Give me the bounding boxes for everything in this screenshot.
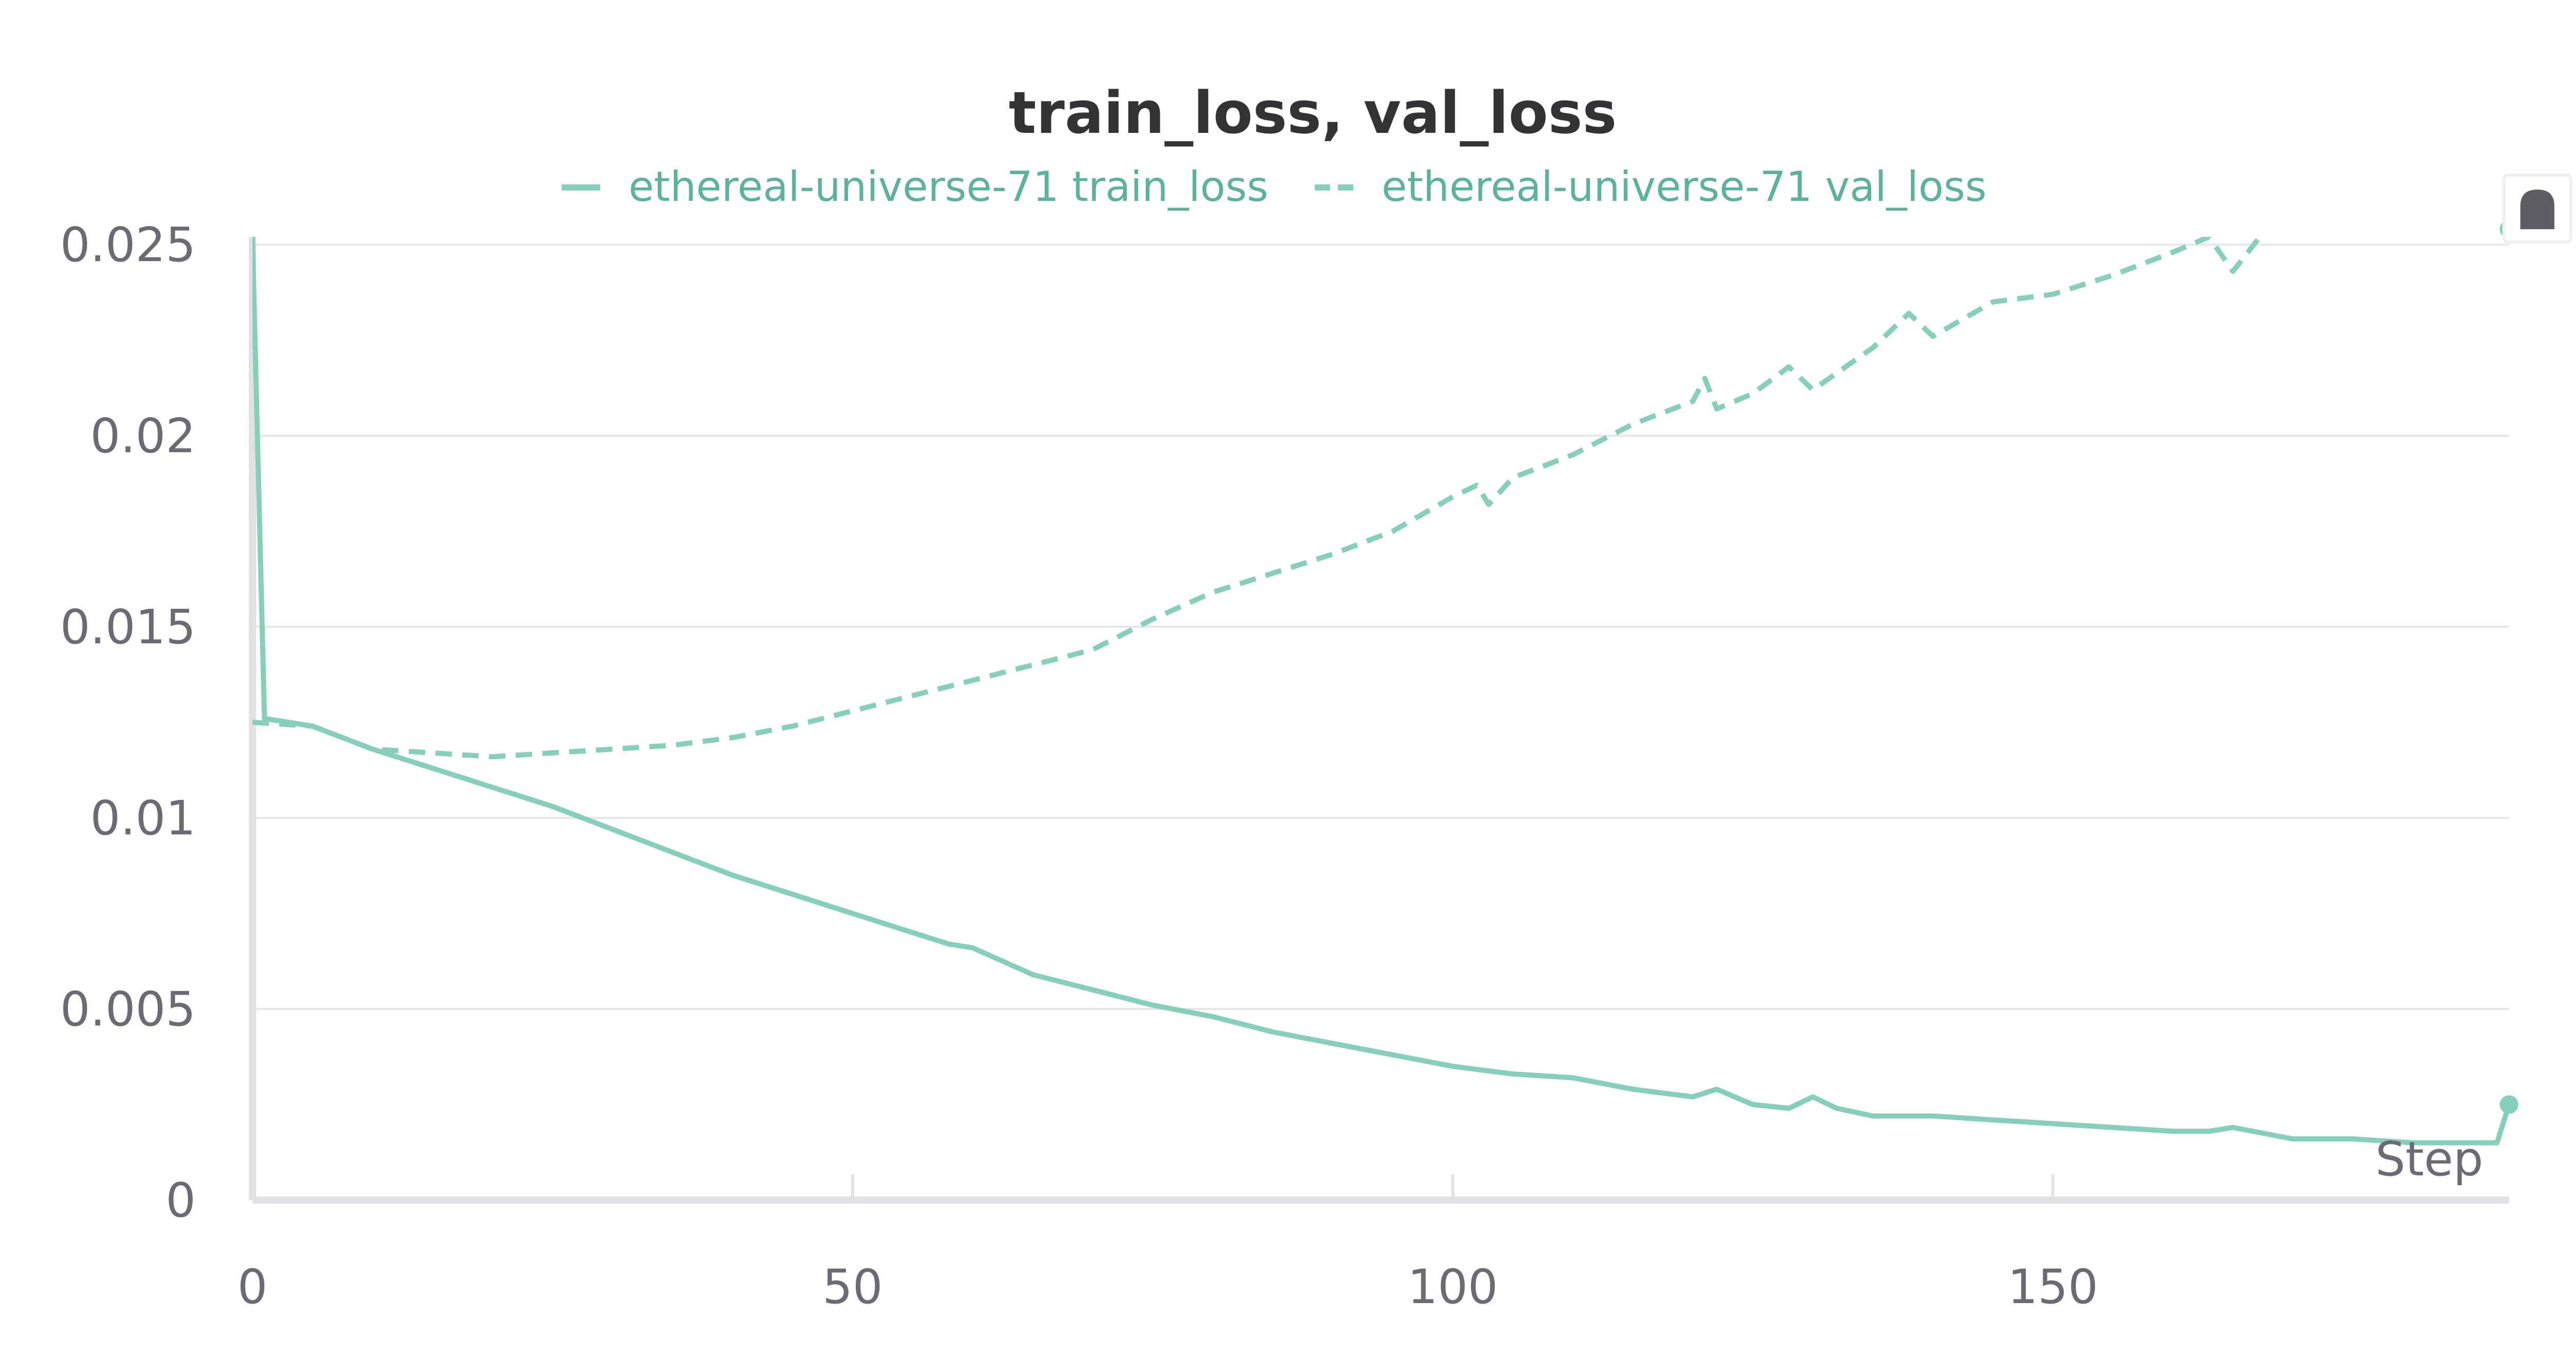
legend-label: ethereal-universe-71 train_loss [629, 163, 1268, 211]
gridlines [252, 243, 2509, 1010]
y-tick-label: 0.01 [90, 791, 196, 846]
y-tick-label: 0 [165, 1173, 196, 1228]
y-tick-label: 0.025 [60, 217, 196, 272]
panel-menu-icon[interactable] [2502, 174, 2572, 244]
chart-title: train_loss, val_loss [1009, 80, 1617, 147]
x-tick-label: 50 [822, 1259, 883, 1314]
x-tick-label: 0 [238, 1259, 268, 1314]
x-axis-title: Step [2376, 1132, 2483, 1187]
x-tick-label: 150 [2008, 1259, 2098, 1314]
y-tick-label: 0.005 [60, 982, 196, 1037]
legend: ethereal-universe-71 train_loss ethereal-… [562, 163, 1987, 211]
series-end-markers [2500, 220, 2518, 1114]
val-loss-line [252, 237, 2263, 760]
legend-item[interactable]: ethereal-universe-71 train_loss [562, 163, 1268, 211]
x-tick-label: 100 [1408, 1259, 1498, 1314]
axes: 0 0.005 0.01 0.015 0.02 0.025 0 50 100 150 [60, 217, 2509, 1314]
legend-label: ethereal-universe-71 val_loss [1382, 163, 1987, 211]
train-loss-line [252, 237, 2509, 1145]
train-loss-end-point [2500, 1095, 2518, 1114]
y-tick-label: 0.015 [60, 600, 196, 655]
series-layer [252, 237, 2509, 1145]
legend-item[interactable]: ethereal-universe-71 val_loss [1314, 163, 1987, 211]
y-tick-label: 0.02 [90, 408, 196, 464]
